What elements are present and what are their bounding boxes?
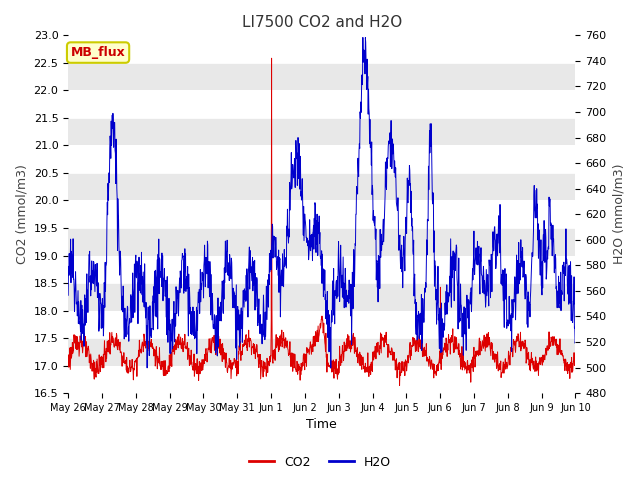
Bar bbox=[68, 145, 575, 173]
Title: LI7500 CO2 and H2O: LI7500 CO2 and H2O bbox=[242, 15, 402, 30]
Legend: CO2, H2O: CO2, H2O bbox=[244, 451, 396, 474]
Bar bbox=[68, 36, 575, 63]
Bar bbox=[68, 338, 575, 366]
Y-axis label: H2O (mmol/m3): H2O (mmol/m3) bbox=[612, 164, 625, 264]
Bar bbox=[68, 90, 575, 118]
Y-axis label: CO2 (mmol/m3): CO2 (mmol/m3) bbox=[15, 164, 28, 264]
Bar bbox=[68, 173, 575, 201]
Bar bbox=[68, 283, 575, 311]
Text: MB_flux: MB_flux bbox=[70, 46, 125, 59]
Bar bbox=[68, 255, 575, 283]
X-axis label: Time: Time bbox=[307, 419, 337, 432]
Bar bbox=[68, 118, 575, 145]
Bar bbox=[68, 311, 575, 338]
Bar bbox=[68, 366, 575, 393]
Bar bbox=[68, 228, 575, 255]
Bar bbox=[68, 63, 575, 90]
Bar bbox=[68, 201, 575, 228]
